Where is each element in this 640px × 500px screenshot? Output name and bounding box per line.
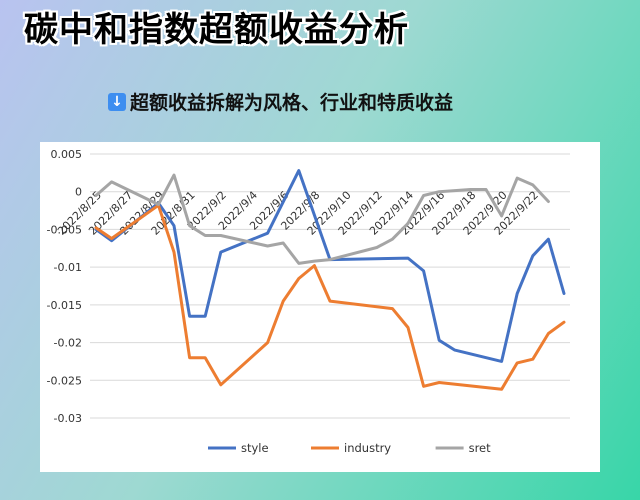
y-tick-label: -0.015 <box>47 299 82 312</box>
y-tick-label: -0.025 <box>47 374 82 387</box>
series-line-industry <box>94 203 566 391</box>
legend-label-sret: sret <box>469 441 492 455</box>
series-line-sret <box>94 173 550 265</box>
y-tick-label: -0.03 <box>54 412 82 425</box>
legend-label-style: style <box>241 441 269 455</box>
y-tick-label: -0.01 <box>54 261 82 274</box>
y-tick-label: -0.005 <box>47 223 82 236</box>
subtitle: ↓ 超额收益拆解为风格、行业和特质收益 <box>108 88 453 115</box>
down-arrow-icon: ↓ <box>108 92 126 111</box>
page-title: 碳中和指数超额收益分析 <box>24 10 409 50</box>
legend-label-industry: industry <box>344 441 391 455</box>
y-tick-label: 0 <box>75 186 82 199</box>
chart-card: 0.005 0 -0.005 -0.01 -0.015 -0.02 -0.025 -0.03 2… <box>40 142 600 472</box>
y-tick-label: 0.005 <box>51 148 83 161</box>
y-tick-label: -0.02 <box>54 337 82 350</box>
line-chart: 0.0050-0.005-0.01-0.015-0.02-0.025-0.032… <box>47 148 570 455</box>
subtitle-text: 超额收益拆解为风格、行业和特质收益 <box>130 92 454 114</box>
